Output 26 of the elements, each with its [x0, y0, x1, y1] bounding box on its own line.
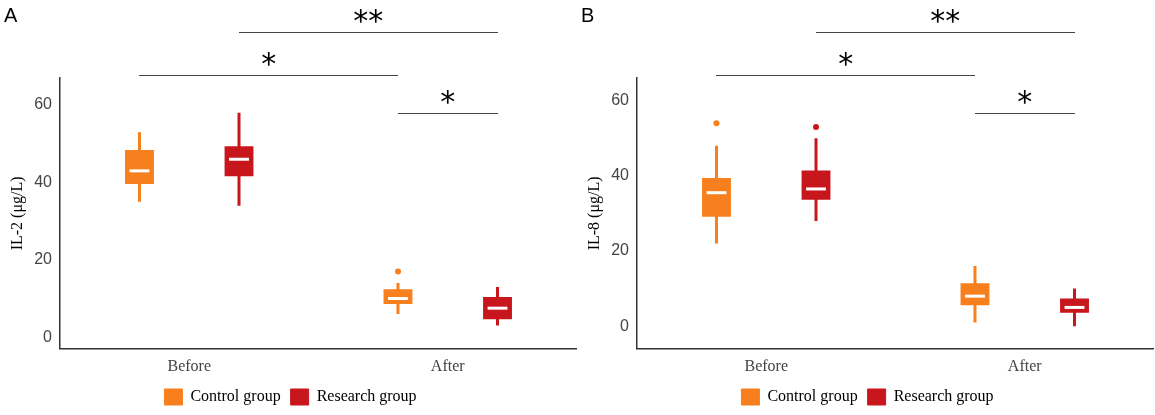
legend-label: Research group — [316, 387, 417, 406]
text: ** — [353, 3, 384, 38]
y-tick-label: 40 — [611, 166, 630, 184]
y-tick-label: 20 — [34, 250, 53, 268]
y-tick-label: 60 — [34, 95, 53, 113]
text: ** — [930, 3, 961, 38]
y-tick-label: 60 — [611, 90, 630, 108]
chart-title: B — [581, 3, 595, 26]
x-tick-label: Before — [167, 356, 212, 374]
annotation: * — [1017, 84, 1033, 119]
x-tick-label: Before — [744, 356, 789, 374]
x-tick-label: After — [1007, 356, 1043, 374]
y-axis-title: IL-8 (μg/L) — [584, 176, 603, 251]
annotation: * — [838, 46, 854, 81]
chart-title: A — [4, 3, 18, 26]
x-tick-label: After — [430, 356, 466, 374]
legend-label: Research group — [893, 387, 994, 406]
legend-label: Control group — [190, 387, 281, 406]
y-tick-label: 20 — [611, 241, 630, 259]
y-tick-label: 0 — [43, 327, 53, 345]
y-tick-label: 40 — [34, 172, 53, 190]
annotation: * — [261, 46, 277, 81]
legend-label: Control group — [767, 387, 858, 406]
y-axis-title: IL-2 (μg/L) — [7, 176, 26, 251]
y-tick-label: 0 — [620, 316, 630, 334]
annotation: * — [440, 84, 456, 119]
